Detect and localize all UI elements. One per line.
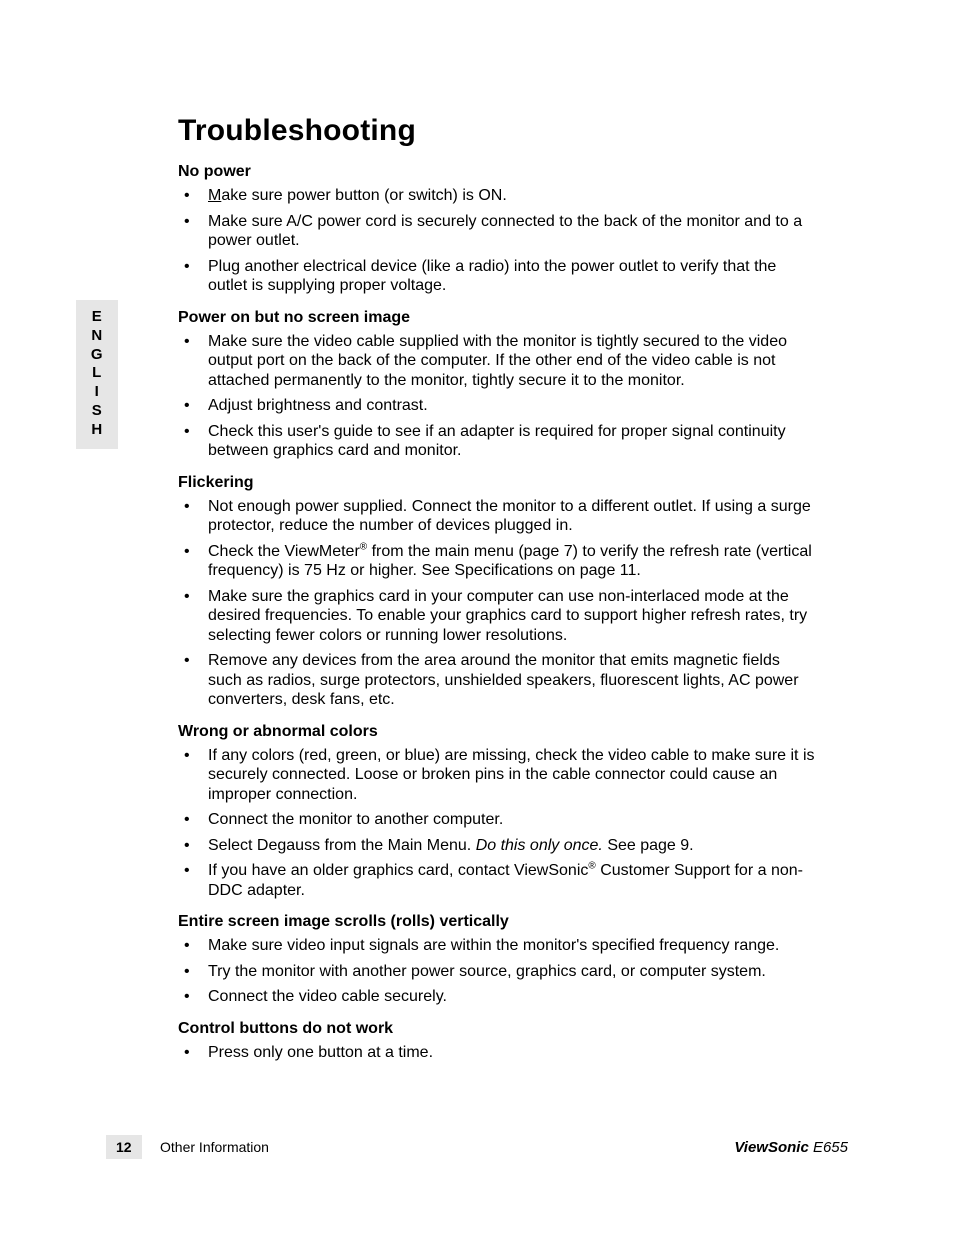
content-area: Troubleshooting No power Make sure power … [178, 114, 818, 1069]
bullet-item: Not enough power supplied. Connect the m… [178, 497, 818, 536]
bullet-item: If you have an older graphics card, cont… [178, 861, 818, 900]
bullet-item: Remove any devices from the area around … [178, 651, 818, 710]
page-footer: 12 Other Information ViewSonic E655 [106, 1135, 848, 1161]
text-run: Select Degauss from the Main Menu. [208, 837, 476, 854]
footer-brand: ViewSonic [734, 1139, 808, 1156]
sections-container: No power Make sure power button (or switc… [178, 162, 818, 1063]
text-run: See page 9. [603, 837, 694, 854]
bullet-item: Make sure power button (or switch) is ON… [178, 186, 818, 206]
page-number: 12 [106, 1135, 142, 1159]
bullet-item: Plug another electrical device (like a r… [178, 257, 818, 296]
bullet-item: Try the monitor with another power sourc… [178, 962, 818, 982]
bullet-list: Make sure video input signals are within… [178, 936, 818, 1007]
language-tab-letter: E [76, 308, 118, 327]
footer-model: E655 [809, 1139, 848, 1156]
section-heading: Entire screen image scrolls (rolls) vert… [178, 912, 818, 932]
page-title: Troubleshooting [178, 114, 818, 148]
language-tab-letter: S [76, 402, 118, 421]
bullet-item: Check this user's guide to see if an ada… [178, 422, 818, 461]
language-tab: ENGLISH [76, 300, 118, 449]
language-tab-letter: N [76, 327, 118, 346]
document-page: ENGLISH Troubleshooting No power Make sur… [0, 0, 954, 1235]
section-heading: Power on but no screen image [178, 308, 818, 328]
language-tab-letter: L [76, 364, 118, 383]
text-run: If you have an older graphics card, cont… [208, 862, 588, 879]
bullet-list: Not enough power supplied. Connect the m… [178, 497, 818, 710]
bullet-item: Make sure A/C power cord is securely con… [178, 212, 818, 251]
footer-brand-block: ViewSonic E655 [734, 1139, 848, 1156]
section-heading: Wrong or abnormal colors [178, 722, 818, 742]
bullet-item: Make sure video input signals are within… [178, 936, 818, 956]
footer-section-name: Other Information [160, 1139, 269, 1155]
bullet-list: If any colors (red, green, or blue) are … [178, 746, 818, 901]
section-heading: No power [178, 162, 818, 182]
bullet-list: Make sure the video cable supplied with … [178, 332, 818, 461]
language-tab-letter: G [76, 346, 118, 365]
bullet-item: Check the ViewMeter® from the main menu … [178, 542, 818, 581]
bullet-item: Select Degauss from the Main Menu. Do th… [178, 836, 818, 856]
text-run: Check the ViewMeter [208, 543, 360, 560]
bullet-item: Adjust brightness and contrast. [178, 396, 818, 416]
bullet-item: Connect the video cable securely. [178, 987, 818, 1007]
text-run: ® [588, 861, 595, 872]
bullet-item: Press only one button at a time. [178, 1043, 818, 1063]
bullet-item: If any colors (red, green, or blue) are … [178, 746, 818, 805]
language-tab-letter: H [76, 421, 118, 440]
bullet-item: Make sure the video cable supplied with … [178, 332, 818, 391]
section-heading: Flickering [178, 473, 818, 493]
bullet-item: Make sure the graphics card in your comp… [178, 587, 818, 646]
bullet-list: Make sure power button (or switch) is ON… [178, 186, 818, 296]
section-heading: Control buttons do not work [178, 1019, 818, 1039]
text-run: Do this only once. [476, 837, 603, 854]
bullet-list: Press only one button at a time. [178, 1043, 818, 1063]
language-tab-letter: I [76, 383, 118, 402]
bullet-item: Connect the monitor to another computer. [178, 810, 818, 830]
